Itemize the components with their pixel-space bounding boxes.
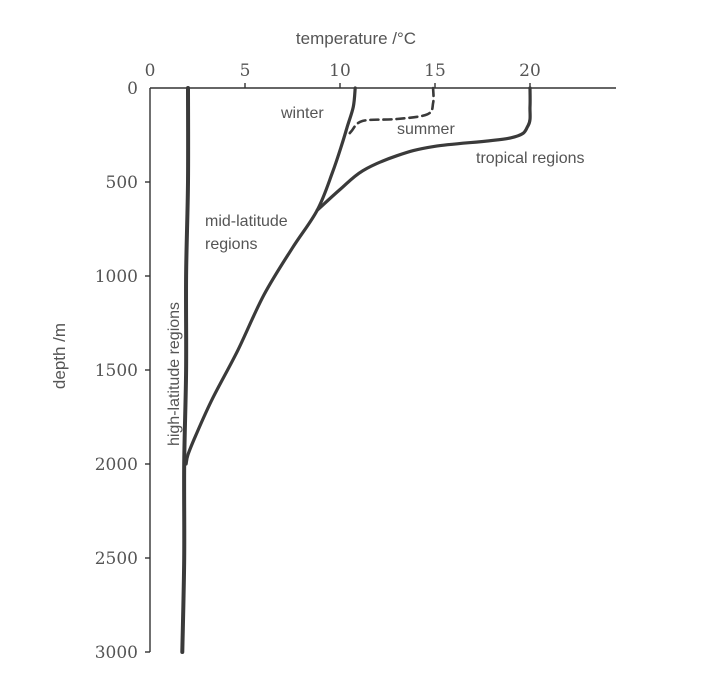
high-curve bbox=[180, 86, 191, 654]
x-ticks: 0 5 10 15 20 bbox=[145, 61, 541, 88]
series-group bbox=[180, 86, 532, 654]
x-tick-label: 15 bbox=[424, 61, 446, 81]
x-tick-label: 0 bbox=[145, 61, 156, 81]
x-tick-label: 10 bbox=[329, 61, 351, 81]
summer-label: summer bbox=[397, 121, 455, 138]
high-latitude-label: high-latitude regions bbox=[166, 302, 183, 446]
tropical-curve bbox=[315, 86, 532, 212]
y-axis-title: depth /m bbox=[50, 323, 69, 389]
y-tick-label: 500 bbox=[106, 173, 138, 193]
y-tick-label: 0 bbox=[127, 79, 138, 99]
summer-curve bbox=[346, 86, 435, 139]
x-axis-title: temperature /°C bbox=[296, 29, 416, 48]
y-tick-label: 2000 bbox=[95, 455, 138, 475]
y-tick-label: 1500 bbox=[95, 361, 138, 381]
x-tick-label: 5 bbox=[240, 61, 251, 81]
tropical-label: tropical regions bbox=[476, 150, 585, 167]
axes bbox=[149, 87, 616, 652]
winter-curve bbox=[184, 86, 357, 466]
mid-latitude-label-line1: mid-latitude bbox=[205, 213, 288, 230]
winter-label: winter bbox=[280, 105, 324, 122]
x-tick-label: 20 bbox=[519, 61, 541, 81]
y-tick-label: 3000 bbox=[95, 643, 138, 663]
y-ticks: 0 500 1000 1500 2000 2500 3000 bbox=[95, 79, 150, 663]
mid-latitude-label-line2: regions bbox=[205, 236, 257, 253]
y-tick-label: 2500 bbox=[95, 549, 138, 569]
y-tick-label: 1000 bbox=[95, 267, 138, 287]
